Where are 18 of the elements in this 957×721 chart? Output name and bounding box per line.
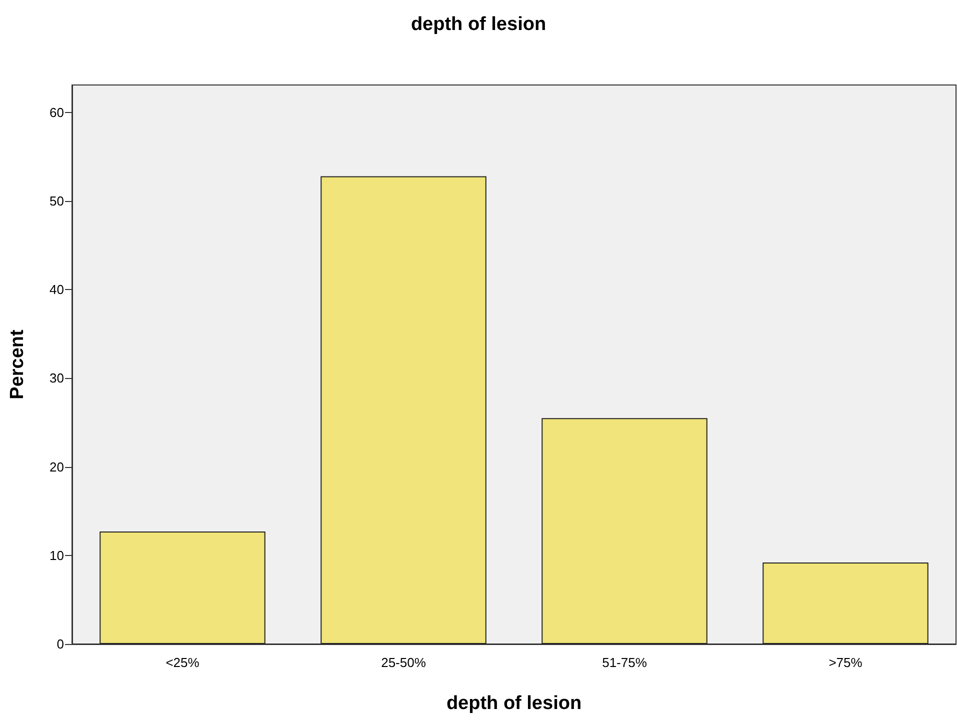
y-tick-label: 40 [50, 282, 64, 298]
x-tick-label: <25% [166, 655, 200, 670]
y-tick-label: 60 [50, 104, 64, 120]
y-tick-label: 0 [56, 636, 64, 652]
x-tick-label: 25-50% [381, 655, 426, 670]
x-tick-label: 51-75% [602, 655, 648, 670]
bar [762, 562, 928, 644]
y-tick-label: 30 [50, 370, 64, 386]
x-axis-title: depth of lesion [446, 693, 582, 714]
bar [320, 176, 486, 644]
y-tick-label: 20 [50, 459, 64, 474]
bar [100, 531, 266, 644]
y-axis-title: Percent [7, 328, 28, 400]
chart-title: depth of lesion [410, 14, 546, 35]
y-tick-label: 10 [50, 548, 64, 563]
bar [542, 418, 708, 644]
x-tick-label: >75% [828, 655, 863, 670]
y-tick-label: 50 [50, 194, 64, 209]
